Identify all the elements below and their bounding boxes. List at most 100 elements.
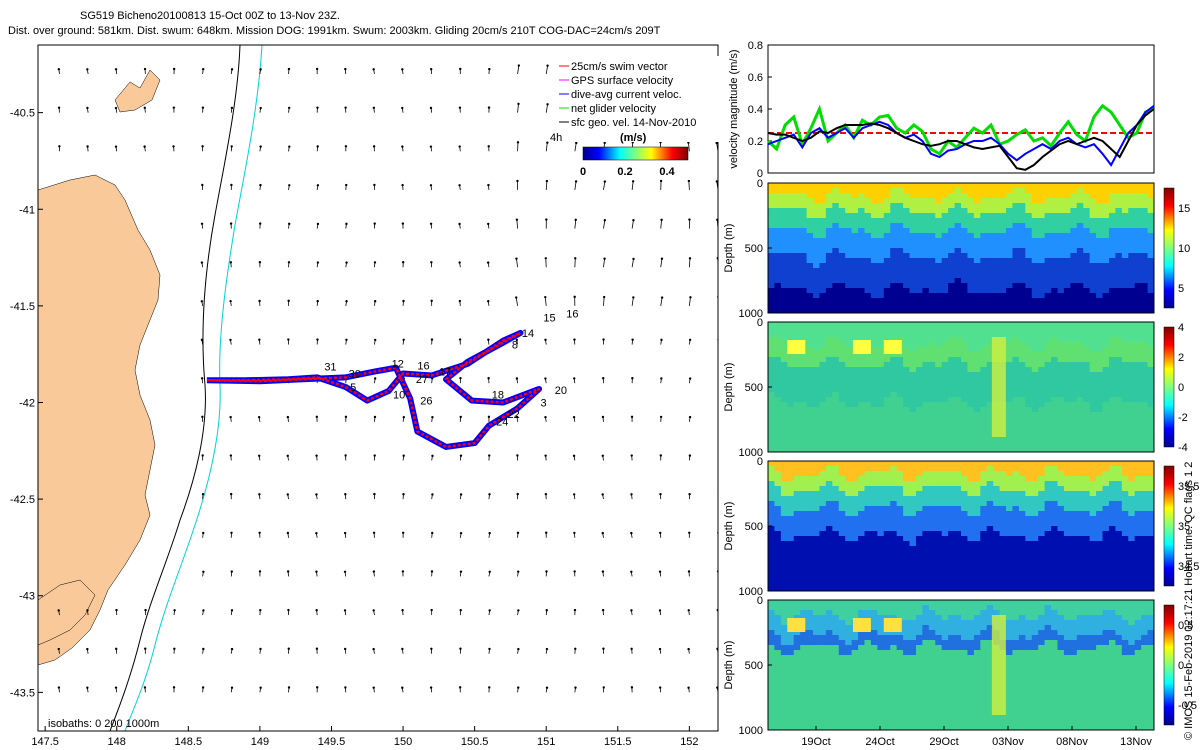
dive-label: 16 [566, 308, 578, 320]
colorbar-tick-label: 0.2 [617, 166, 632, 178]
dive-label: 16 [417, 361, 429, 373]
tasmania-land [38, 174, 161, 666]
colorbar-tick-label: 0 [1178, 382, 1184, 394]
velocity-y-tick-label: 0.8 [748, 40, 763, 52]
map-y-tick-label: -41 [19, 204, 35, 216]
colorbar [1163, 187, 1175, 309]
dive-label: 17 [439, 366, 451, 378]
velocity-series-line [767, 108, 1155, 171]
map-y-tick-label: -42.5 [10, 494, 35, 506]
glider-track [206, 329, 543, 450]
map-axes: 147.5 148 148.5 149 149.5 150 150.5 151 151.5 152… [10, 108, 699, 748]
dive-label: 15 [543, 312, 555, 324]
velocity-y-tick-label: 0.2 [748, 136, 763, 148]
chart-subtitle: Dist. over ground: 581km. Dist. swum: 64… [8, 25, 661, 37]
dive-label: 27 [416, 374, 428, 386]
velocity-arrow [660, 258, 663, 268]
legend-gps-velocity: GPS surface velocity [571, 75, 674, 87]
velocity-arrow [603, 220, 606, 229]
isobath-200 [124, 45, 263, 731]
colorbar-tick-label: 5 [1178, 283, 1184, 295]
map-x-tick-label: 150.5 [461, 736, 489, 748]
velocity-arrow [574, 142, 577, 152]
date-tick-label: 29Oct [929, 736, 958, 748]
velocity-arrow [631, 297, 634, 306]
map-y-tick-label: -43.5 [10, 687, 35, 699]
date-tick-label: 13Nov [1120, 736, 1152, 748]
velocity-y-tick-label: 0.4 [748, 104, 763, 116]
velocity-arrow [517, 65, 520, 75]
velocity-arrow [544, 297, 547, 306]
dive-label: 14 [522, 328, 534, 340]
map-x-tick-label: 149.5 [318, 736, 346, 748]
map-x-tick-label: 148.5 [175, 736, 203, 748]
map-x-tick-label: 151.5 [604, 736, 632, 748]
chart-title: SG519 Bicheno20100813 15-Oct 00Z to 13-N… [80, 10, 340, 22]
map-y-tick-label: -42 [19, 397, 35, 409]
colorbar-tick-label: 34.5 [1178, 561, 1199, 573]
velocity-y-tick-label: 0 [757, 168, 763, 180]
colorbar-tick-label: -2 [1178, 412, 1188, 424]
flinders-island-land [114, 69, 161, 113]
velocity-arrow [688, 142, 690, 152]
velocity-series-line [767, 104, 1155, 167]
isobath-0 [109, 45, 241, 731]
heatmap-salinity-anomaly [768, 600, 1155, 731]
dive-label: 31 [324, 362, 336, 374]
depth-ylabel: Depth (m) [723, 641, 735, 690]
colorbar-title: (m/s) [620, 132, 647, 144]
island-land [38, 579, 96, 646]
colorbar [1163, 465, 1175, 587]
velocity-arrow [574, 219, 577, 229]
colorbar-tick-label: 0 [580, 166, 586, 178]
velocity-arrow [517, 103, 519, 113]
depth-tick-label: 1000 [739, 447, 763, 459]
colorbar [1163, 326, 1175, 448]
dive-label: 5 [350, 382, 356, 394]
velocity-arrow [660, 219, 662, 229]
map-y-tick-label: -41.5 [10, 301, 35, 313]
depth-tick-label: 0 [757, 178, 763, 190]
velocity-arrow [516, 258, 518, 268]
velocity-arrow [515, 297, 518, 306]
legend-net-glider-velocity: net glider velocity [571, 103, 656, 115]
dive-label: 24 [496, 417, 508, 429]
depth-tick-label: 0 [757, 317, 763, 329]
depth-tick-label: 500 [745, 521, 763, 533]
date-tick-label: 19Oct [801, 736, 830, 748]
depth-ylabel: Depth (m) [723, 363, 735, 412]
velocity-arrow [631, 220, 634, 229]
isobath-label: isobaths: 0 200 1000m [48, 718, 159, 730]
velocity-ylabel: velocity magnitude (m/s) [728, 49, 740, 168]
legend-sfc-geo-vel: sfc geo. vel. 14-Nov-2010 [571, 117, 696, 129]
dive-label: 10 [393, 390, 405, 402]
depth-tick-label: 0 [757, 456, 763, 468]
velocity-arrow [688, 258, 691, 268]
dive-label: 22 [508, 409, 520, 421]
velocity-arrow [545, 181, 548, 190]
velocity-arrow [545, 65, 548, 75]
legend-swim-vector: 25cm/s swim vector [571, 61, 668, 73]
depth-tick-label: 1000 [739, 308, 763, 320]
colorbar-tick-label: -0.5 [1178, 700, 1197, 712]
velocity-arrow [603, 181, 606, 190]
dive-label: 12 [392, 359, 404, 371]
depth-tick-label: 1000 [739, 586, 763, 598]
colorbar-tick-label: 4 [1178, 322, 1184, 334]
colorbar-tick-label: 15 [1178, 203, 1190, 215]
velocity-arrow [516, 219, 518, 229]
colorbar-tick-label: 0.5 [1178, 620, 1193, 632]
legend-4h: 4h [550, 132, 562, 144]
colorbar-tick-label: 35.5 [1178, 481, 1199, 493]
date-tick-label: 24Oct [865, 736, 894, 748]
swim-vector-track [206, 331, 540, 449]
velocity-arrow [545, 142, 548, 152]
map-y-tick-label: -43 [19, 591, 35, 603]
map-y-tick-label: -40.5 [10, 108, 35, 120]
heatmap-salinity [768, 461, 1155, 592]
velocity-arrow [631, 258, 634, 268]
dive-label: 8 [512, 339, 518, 351]
map-x-tick-label: 147.5 [31, 736, 59, 748]
